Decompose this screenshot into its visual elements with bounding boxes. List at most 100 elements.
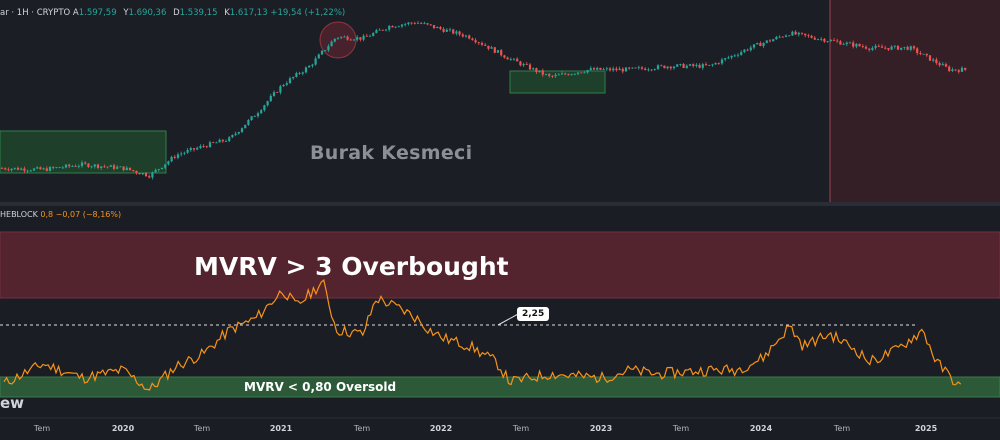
candle-body-104 [333,38,336,42]
candle-body-19 [61,167,64,169]
candle-body-110 [352,39,356,41]
candle-body-291 [932,59,935,61]
candle-body-172 [551,75,554,77]
candle-body-157 [503,55,506,58]
indicator-name: HEBLOCK [0,210,38,219]
candle-body-239 [765,40,768,43]
candle-body-268 [858,43,861,47]
candle-body-124 [397,26,400,28]
accumulation-box-left [0,130,167,174]
candle-body-246 [788,35,791,37]
candle-body-103 [330,41,333,47]
candle-body-260 [832,40,836,41]
candle-body-49 [157,169,160,170]
candle-body-231 [740,52,743,55]
candle-body-293 [938,63,941,66]
candle-body-204 [653,69,656,70]
candle-body-219 [701,64,704,68]
candle-body-2 [7,169,10,171]
candle-body-3 [10,168,13,171]
candle-body-91 [292,76,295,79]
candle-body-100 [320,50,324,55]
candle-body-14 [45,168,48,171]
candle-body-134 [429,24,432,26]
candle-body-226 [724,58,727,60]
candle-body-163 [522,63,525,66]
x-tick-5: 2022 [429,424,453,433]
candle-body-27 [87,163,90,168]
candle-body-287 [919,53,922,55]
mvrv-series [3,279,962,391]
candle-body-58 [186,150,189,153]
candle-body-79 [253,116,256,117]
candle-body-9 [29,170,32,172]
candle-body-70 [224,141,228,142]
candle-body-18 [58,167,61,169]
candle-body-28 [90,166,93,168]
candle-body-189 [605,68,608,70]
candle-body-1 [4,168,7,170]
candle-body-16 [52,167,55,168]
close-label: K [224,8,230,18]
candle-body-20 [64,164,68,168]
candle-body-269 [861,46,864,47]
x-tick-2: Tem [193,424,211,433]
candle-body-50 [160,167,164,170]
candle-body-197 [631,67,634,69]
candle-body-263 [842,44,845,45]
candle-body-235 [752,44,756,48]
candle-body-138 [442,28,445,32]
x-tick-10: Tem [833,424,851,433]
candle-body-122 [391,26,394,28]
candle-body-279 [893,45,896,47]
candle-body-15 [48,167,52,171]
candle-body-191 [612,68,615,71]
candle-body-214 [685,65,688,68]
price-legend[interactable]: ar · 1H · CRYPTO A1.597,59 Y1.690,36 D1.… [0,8,349,18]
candle-body-60 [192,148,196,150]
candle-body-24 [77,166,80,167]
candle-body-41 [132,170,135,171]
candle-body-190 [608,68,612,71]
candle-body-173 [554,74,557,77]
candle-body-227 [727,57,730,59]
candle-body-272 [871,47,874,50]
candle-body-47 [151,172,154,178]
candle-body-243 [778,36,781,38]
candle-body-164 [525,63,528,65]
candle-body-254 [813,37,816,40]
author-watermark: Burak Kesmeci [310,142,473,164]
indicator-legend[interactable]: HEBLOCK 0,8 −0,07 (−8,16%) [0,210,121,219]
pane-divider[interactable] [0,202,1000,206]
candle-body-170 [544,74,548,75]
candle-body-179 [573,73,576,75]
candle-body-23 [74,166,77,167]
candle-body-259 [829,40,832,42]
x-tick-9: 2024 [749,424,773,433]
candle-body-166 [532,68,535,70]
candle-body-87 [279,86,282,93]
candle-body-160 [512,58,516,60]
x-tick-6: Tem [512,424,530,433]
accumulation-box-mid [509,70,606,94]
candle-body-194 [621,68,624,72]
candle-body-129 [413,23,416,24]
candle-body-128 [410,22,413,24]
candle-body-107 [343,36,346,38]
candle-body-155 [496,50,500,53]
candle-body-300 [960,67,964,72]
x-tick-0: Tem [33,424,51,433]
x-axis-strip[interactable] [0,418,1000,440]
candle-body-209 [669,66,672,69]
candle-body-171 [548,74,551,76]
x-tick-3: 2021 [269,424,293,433]
candle-body-301 [964,67,967,70]
candle-body-121 [388,26,391,30]
candle-body-152 [487,45,490,49]
candle-body-114 [365,35,368,37]
price-highlight-zone [830,0,1000,202]
candle-body-61 [196,147,199,150]
candle-body-200 [640,67,644,69]
